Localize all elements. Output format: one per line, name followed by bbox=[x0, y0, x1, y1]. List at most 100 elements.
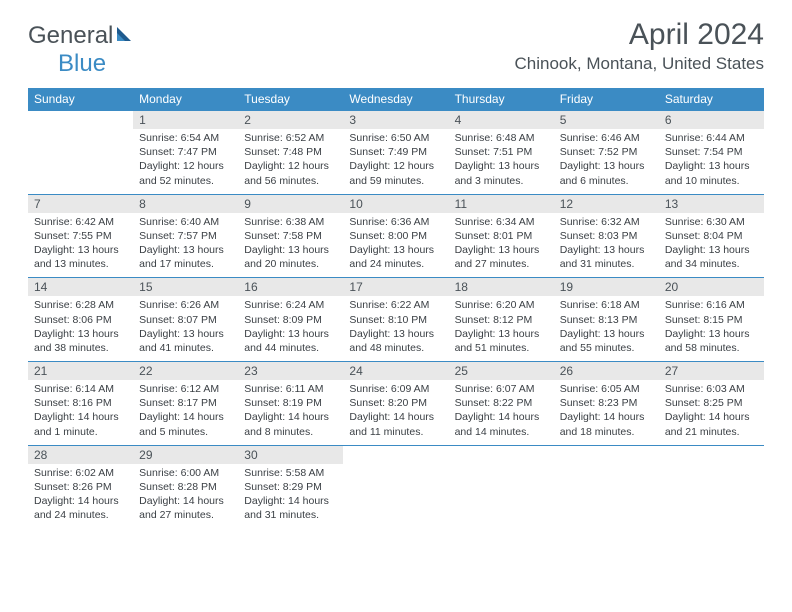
daylight-text-2: and 17 minutes. bbox=[139, 257, 232, 271]
logo: General Blue bbox=[28, 22, 135, 78]
date-number-cell: 13 bbox=[659, 194, 764, 213]
sunrise-text: Sunrise: 6:28 AM bbox=[34, 298, 127, 312]
date-data-cell: Sunrise: 6:30 AMSunset: 8:04 PMDaylight:… bbox=[659, 213, 764, 278]
date-number-cell: 11 bbox=[449, 194, 554, 213]
date-number-cell bbox=[343, 445, 448, 464]
sunset-text: Sunset: 8:12 PM bbox=[455, 313, 548, 327]
sunset-text: Sunset: 8:17 PM bbox=[139, 396, 232, 410]
date-data-cell: Sunrise: 6:46 AMSunset: 7:52 PMDaylight:… bbox=[554, 129, 659, 194]
date-data-cell: Sunrise: 6:34 AMSunset: 8:01 PMDaylight:… bbox=[449, 213, 554, 278]
sunset-text: Sunset: 8:15 PM bbox=[665, 313, 758, 327]
date-number-row: 78910111213 bbox=[28, 194, 764, 213]
sunset-text: Sunset: 8:06 PM bbox=[34, 313, 127, 327]
daylight-text-1: Daylight: 13 hours bbox=[455, 159, 548, 173]
daylight-text-1: Daylight: 13 hours bbox=[665, 159, 758, 173]
daylight-text-1: Daylight: 13 hours bbox=[244, 243, 337, 257]
daylight-text-2: and 13 minutes. bbox=[34, 257, 127, 271]
date-number-row: 282930 bbox=[28, 445, 764, 464]
sunrise-text: Sunrise: 6:48 AM bbox=[455, 131, 548, 145]
sunset-text: Sunset: 8:13 PM bbox=[560, 313, 653, 327]
sunrise-text: Sunrise: 6:54 AM bbox=[139, 131, 232, 145]
daylight-text-1: Daylight: 12 hours bbox=[139, 159, 232, 173]
sunset-text: Sunset: 7:55 PM bbox=[34, 229, 127, 243]
sunrise-text: Sunrise: 6:44 AM bbox=[665, 131, 758, 145]
date-data-cell: Sunrise: 6:05 AMSunset: 8:23 PMDaylight:… bbox=[554, 380, 659, 445]
sunrise-text: Sunrise: 6:05 AM bbox=[560, 382, 653, 396]
daylight-text-2: and 31 minutes. bbox=[560, 257, 653, 271]
date-data-cell: Sunrise: 6:50 AMSunset: 7:49 PMDaylight:… bbox=[343, 129, 448, 194]
daylight-text-2: and 41 minutes. bbox=[139, 341, 232, 355]
date-data-cell bbox=[343, 464, 448, 529]
daylight-text-1: Daylight: 14 hours bbox=[244, 494, 337, 508]
sunrise-text: Sunrise: 6:02 AM bbox=[34, 466, 127, 480]
daylight-text-1: Daylight: 12 hours bbox=[349, 159, 442, 173]
daylight-text-1: Daylight: 13 hours bbox=[34, 243, 127, 257]
calendar-table: Sunday Monday Tuesday Wednesday Thursday… bbox=[28, 88, 764, 528]
date-data-cell: Sunrise: 6:03 AMSunset: 8:25 PMDaylight:… bbox=[659, 380, 764, 445]
day-header: Friday bbox=[554, 88, 659, 111]
date-data-row: Sunrise: 6:14 AMSunset: 8:16 PMDaylight:… bbox=[28, 380, 764, 445]
sunrise-text: Sunrise: 6:42 AM bbox=[34, 215, 127, 229]
date-data-cell: Sunrise: 6:12 AMSunset: 8:17 PMDaylight:… bbox=[133, 380, 238, 445]
date-data-cell: Sunrise: 6:00 AMSunset: 8:28 PMDaylight:… bbox=[133, 464, 238, 529]
day-header: Tuesday bbox=[238, 88, 343, 111]
date-data-row: Sunrise: 6:54 AMSunset: 7:47 PMDaylight:… bbox=[28, 129, 764, 194]
sunset-text: Sunset: 7:51 PM bbox=[455, 145, 548, 159]
daylight-text-2: and 24 minutes. bbox=[34, 508, 127, 522]
sunrise-text: Sunrise: 6:24 AM bbox=[244, 298, 337, 312]
location: Chinook, Montana, United States bbox=[515, 54, 764, 74]
daylight-text-1: Daylight: 14 hours bbox=[34, 494, 127, 508]
sunset-text: Sunset: 7:48 PM bbox=[244, 145, 337, 159]
daylight-text-1: Daylight: 13 hours bbox=[560, 159, 653, 173]
date-number-cell: 1 bbox=[133, 111, 238, 130]
day-header: Wednesday bbox=[343, 88, 448, 111]
date-data-row: Sunrise: 6:42 AMSunset: 7:55 PMDaylight:… bbox=[28, 213, 764, 278]
calendar-page: General Blue April 2024 Chinook, Montana… bbox=[0, 0, 792, 546]
date-number-row: 123456 bbox=[28, 111, 764, 130]
sunset-text: Sunset: 8:03 PM bbox=[560, 229, 653, 243]
date-data-cell: Sunrise: 6:26 AMSunset: 8:07 PMDaylight:… bbox=[133, 296, 238, 361]
logo-word-1: General bbox=[28, 22, 113, 49]
daylight-text-2: and 1 minute. bbox=[34, 425, 127, 439]
date-number-cell: 14 bbox=[28, 278, 133, 297]
sunset-text: Sunset: 7:49 PM bbox=[349, 145, 442, 159]
date-number-cell: 17 bbox=[343, 278, 448, 297]
daylight-text-2: and 20 minutes. bbox=[244, 257, 337, 271]
date-data-cell: Sunrise: 6:22 AMSunset: 8:10 PMDaylight:… bbox=[343, 296, 448, 361]
daylight-text-1: Daylight: 13 hours bbox=[665, 327, 758, 341]
sunset-text: Sunset: 8:07 PM bbox=[139, 313, 232, 327]
date-number-cell: 6 bbox=[659, 111, 764, 130]
daylight-text-2: and 59 minutes. bbox=[349, 174, 442, 188]
daylight-text-1: Daylight: 14 hours bbox=[139, 494, 232, 508]
sunset-text: Sunset: 8:04 PM bbox=[665, 229, 758, 243]
date-data-cell bbox=[554, 464, 659, 529]
date-number-cell: 29 bbox=[133, 445, 238, 464]
date-number-cell: 12 bbox=[554, 194, 659, 213]
daylight-text-2: and 52 minutes. bbox=[139, 174, 232, 188]
date-number-cell: 19 bbox=[554, 278, 659, 297]
header: General Blue April 2024 Chinook, Montana… bbox=[28, 18, 764, 78]
sunset-text: Sunset: 8:10 PM bbox=[349, 313, 442, 327]
date-number-cell bbox=[449, 445, 554, 464]
date-data-cell: Sunrise: 6:44 AMSunset: 7:54 PMDaylight:… bbox=[659, 129, 764, 194]
date-data-cell: Sunrise: 6:07 AMSunset: 8:22 PMDaylight:… bbox=[449, 380, 554, 445]
sunrise-text: Sunrise: 6:46 AM bbox=[560, 131, 653, 145]
daylight-text-2: and 6 minutes. bbox=[560, 174, 653, 188]
daylight-text-1: Daylight: 14 hours bbox=[34, 410, 127, 424]
daylight-text-2: and 27 minutes. bbox=[455, 257, 548, 271]
sunrise-text: Sunrise: 6:30 AM bbox=[665, 215, 758, 229]
date-number-cell: 9 bbox=[238, 194, 343, 213]
daylight-text-1: Daylight: 13 hours bbox=[560, 243, 653, 257]
daylight-text-2: and 24 minutes. bbox=[349, 257, 442, 271]
sunset-text: Sunset: 8:20 PM bbox=[349, 396, 442, 410]
sunrise-text: Sunrise: 6:50 AM bbox=[349, 131, 442, 145]
sunrise-text: Sunrise: 6:03 AM bbox=[665, 382, 758, 396]
daylight-text-2: and 51 minutes. bbox=[455, 341, 548, 355]
date-number-cell: 18 bbox=[449, 278, 554, 297]
daylight-text-1: Daylight: 13 hours bbox=[139, 243, 232, 257]
sunrise-text: Sunrise: 6:34 AM bbox=[455, 215, 548, 229]
daylight-text-1: Daylight: 14 hours bbox=[244, 410, 337, 424]
date-number-cell bbox=[28, 111, 133, 130]
sunset-text: Sunset: 8:28 PM bbox=[139, 480, 232, 494]
date-data-cell: Sunrise: 6:54 AMSunset: 7:47 PMDaylight:… bbox=[133, 129, 238, 194]
